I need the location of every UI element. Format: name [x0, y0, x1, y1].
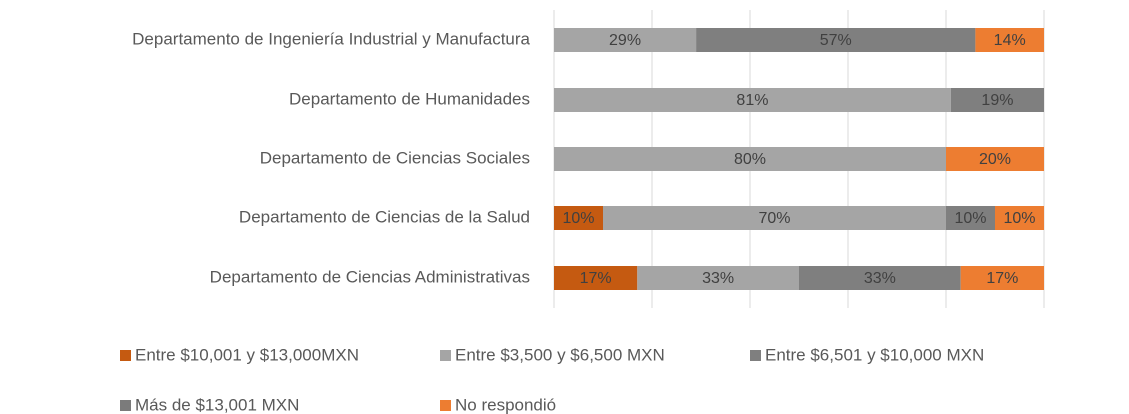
- value-label: 10%: [954, 210, 986, 227]
- legend-label: No respondió: [455, 395, 556, 414]
- legend-label: Entre $10,001 y $13,000MXN: [135, 345, 359, 364]
- value-label: 10%: [1003, 210, 1035, 227]
- bar-segment: [554, 28, 697, 52]
- value-label: 17%: [580, 270, 612, 287]
- value-label: 20%: [979, 151, 1011, 168]
- bar-segment: [946, 147, 1044, 171]
- bar-segment: [975, 28, 1044, 52]
- bar-segment: [603, 206, 946, 230]
- bar-segment: [946, 206, 995, 230]
- value-label: 14%: [994, 32, 1026, 49]
- category-label: Departamento de Ciencias Sociales: [260, 148, 530, 167]
- value-label: 17%: [986, 270, 1018, 287]
- value-label: 33%: [864, 270, 896, 287]
- legend-swatch: [440, 350, 451, 361]
- value-label: 19%: [981, 92, 1013, 109]
- value-label: 80%: [734, 151, 766, 168]
- bar-segment: [950, 88, 1044, 112]
- value-label: 33%: [702, 270, 734, 287]
- legend-label: Más de $13,001 MXN: [135, 395, 299, 414]
- value-label: 57%: [820, 32, 852, 49]
- bar-segment: [554, 206, 603, 230]
- bar-segment: [554, 266, 638, 290]
- value-label: 70%: [758, 210, 790, 227]
- legend-label: Entre $3,500 y $6,500 MXN: [455, 345, 665, 364]
- legend-label: Entre $6,501 y $10,000 MXN: [765, 345, 984, 364]
- bar-segment: [637, 266, 799, 290]
- bar-segment: [799, 266, 961, 290]
- bar-segment: [995, 206, 1044, 230]
- legend-swatch: [120, 400, 131, 411]
- bar-segment: [554, 88, 951, 112]
- category-label: Departamento de Ingeniería Industrial y …: [132, 29, 530, 48]
- bar-segment: [554, 147, 946, 171]
- value-label: 81%: [736, 92, 768, 109]
- legend-swatch: [750, 350, 761, 361]
- value-label: 29%: [609, 32, 641, 49]
- bar-segment: [696, 28, 976, 52]
- bar-segment: [960, 266, 1044, 290]
- legend-swatch: [440, 400, 451, 411]
- category-label: Departamento de Ciencias de la Salud: [239, 207, 530, 226]
- value-label: 10%: [562, 210, 594, 227]
- category-label: Departamento de Humanidades: [289, 89, 530, 108]
- category-label: Departamento de Ciencias Administrativas: [210, 267, 530, 286]
- legend-swatch: [120, 350, 131, 361]
